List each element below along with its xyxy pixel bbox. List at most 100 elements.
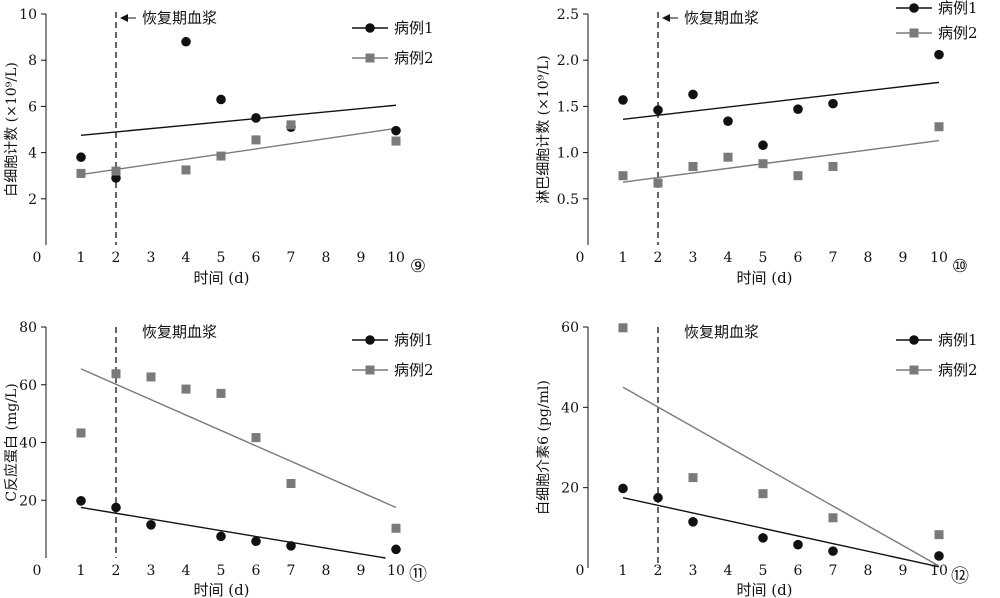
panel-1-x-tick-label-1: 1 [77, 250, 86, 266]
panel-2-series-1-trend-line [622, 81, 940, 121]
panel-2-series-1-point-3 [723, 116, 733, 126]
panel-4-x-tick-label-8: 8 [864, 563, 873, 579]
panel-3-series-2-point-2 [146, 372, 156, 382]
panel-3-series-1-point-1 [111, 502, 121, 513]
panel-2-y-tick-label-1: 1.0 [557, 146, 579, 162]
panel-1-legend-1-label: 病例1 [394, 19, 434, 37]
panel-2-legend-1-marker [909, 3, 919, 13]
panel-2-legend-1-label: 病例1 [938, 0, 978, 17]
panel-1-series-1-trend-line [80, 104, 397, 136]
panel-1-series-1-point-4 [251, 113, 261, 123]
panel-3-legend-1-marker [365, 335, 375, 345]
panel-3-x-tick-label-8: 8 [322, 563, 331, 579]
panel-3-x-axis-title: 时间 (d) [193, 581, 249, 598]
panel-1-legend-2-marker [365, 53, 375, 63]
panel-3-y-tick-label-0: 20 [19, 493, 37, 509]
panel-2-series-2-point-7 [934, 122, 944, 132]
panel-2-series-2-point-4 [758, 159, 768, 169]
panel-2-arrow-head-icon [662, 14, 670, 22]
panel-3-x-tick-label-3: 3 [147, 563, 156, 579]
panel-4-series-2-point-2 [758, 489, 768, 499]
panel-3-series-1-point-4 [251, 536, 261, 547]
panel-2-y-axis-title: 淋巴细胞计数 (×10⁹/L) [536, 55, 552, 204]
panel-3-series-2-point-7 [391, 523, 401, 533]
panel-4-series-2-point-3 [828, 513, 838, 523]
panel-3-legend-2-marker [365, 365, 375, 375]
panel-4-x-tick-label-2: 2 [654, 563, 663, 579]
panel-3-annotation-label: 恢复期血浆 [142, 323, 217, 341]
panel-1-series-1-point-6 [391, 125, 401, 136]
panel-3-series-1-point-6 [391, 544, 401, 555]
panel-4-series-1-point-5 [828, 546, 838, 556]
panel-3-panel-label: ⑪ [409, 564, 427, 585]
panel-3-y-tick-label-1: 40 [19, 436, 37, 452]
panel-2-series-1-point-2 [688, 89, 698, 100]
panel-1-y-tick-label-4: 10 [19, 7, 37, 23]
panel-2-x-tick-label-6: 6 [794, 250, 803, 266]
panel-1-legend-1-marker [365, 23, 375, 33]
panel-1-series-2-point-2 [181, 165, 191, 175]
panel-1-series-2-point-5 [286, 120, 296, 130]
panel-4-y-tick-label-0: 20 [561, 481, 579, 497]
panel-2-series-1-point-4 [758, 140, 768, 151]
panel-4-x-axis-title: 时间 (d) [736, 581, 792, 598]
panel-1-series-1-point-2 [181, 36, 191, 47]
panel-4-legend-2-marker [909, 365, 919, 375]
panel-4-series-1-point-3 [758, 533, 768, 543]
panel-3-x-tick-label-2: 2 [112, 563, 121, 579]
panel-1-x-tick-label-2: 2 [112, 250, 121, 266]
panel-4-series-2-point-1 [688, 473, 698, 483]
panel-2-x-tick-label-5: 5 [759, 250, 768, 266]
panel-1-legend-2-label: 病例2 [394, 49, 434, 67]
panel-3-series-1-point-3 [216, 531, 226, 542]
panel-1-y-tick-label-3: 8 [28, 53, 37, 69]
panel-3-series-2-point-6 [286, 479, 296, 489]
panel-3-x-tick-label-7: 7 [287, 563, 296, 579]
panel-3-series-2-point-5 [251, 433, 261, 443]
panel-1-panel-label: ⑨ [410, 256, 426, 277]
panel-1-x-tick-label-8: 8 [322, 250, 331, 266]
panel-2-series-2-point-5 [793, 171, 803, 181]
panel-1-series-2-point-4 [251, 135, 261, 145]
panel-4-x-tick-label-6: 6 [794, 563, 803, 579]
panel-4-series-1-point-2 [688, 517, 698, 527]
panel-1-x-tick-label-4: 4 [182, 250, 191, 266]
panel-3-series-2-point-1 [111, 369, 121, 379]
panel-2-x-tick-label-4: 4 [724, 250, 733, 266]
panel-1-x-tick-label-0: 0 [33, 250, 42, 266]
panel-4-series-2-point-0 [618, 323, 628, 333]
panel-4-legend-1-marker [909, 335, 919, 345]
panel-3-y-axis-title: C反应蛋白 (mg/L) [3, 383, 20, 501]
panel-1-series-2-point-0 [76, 168, 86, 178]
panel-4-y-tick-label-2: 60 [561, 320, 579, 336]
panel-2-series-2-point-2 [688, 161, 698, 171]
panel-4-x-tick-label-4: 4 [724, 563, 733, 579]
panel-4-series-1-point-4 [793, 539, 803, 550]
panel-2-x-tick-label-7: 7 [829, 250, 838, 266]
panel-4-series-1-point-1 [653, 492, 663, 503]
panel-3-x-tick-label-0: 0 [33, 563, 42, 579]
panel-3-series-1-point-2 [146, 519, 156, 530]
panel-2-series-1-point-0 [618, 95, 628, 105]
panel-2-x-tick-label-8: 8 [864, 250, 873, 266]
panel-1-y-tick-label-1: 4 [28, 146, 37, 162]
panel-2-y-tick-label-3: 2.0 [557, 53, 579, 69]
panel-3-x-tick-label-1: 1 [77, 563, 86, 579]
panel-1-annotation-label: 恢复期血浆 [142, 9, 217, 27]
panel-1-y-tick-label-0: 2 [28, 192, 37, 208]
panel-3-legend-2-label: 病例2 [394, 361, 434, 379]
panel-4-panel-label: ⑫ [951, 566, 969, 587]
panel-1-series-1-point-3 [216, 94, 226, 105]
panel-3-y-tick-label-2: 60 [19, 378, 37, 394]
panel-2-legend-2-marker [909, 28, 919, 38]
panel-2-x-tick-label-3: 3 [689, 250, 698, 266]
panel-4-y-axis-title: 白细胞介素6 (pg/ml) [536, 380, 552, 515]
panel-4-x-tick-label-0: 0 [576, 563, 585, 579]
panel-1-x-tick-label-9: 9 [357, 250, 366, 266]
panel-2-series-2-point-6 [828, 161, 838, 171]
panel-2-panel-label: ⑩ [952, 256, 968, 277]
panel-1-x-tick-label-6: 6 [252, 250, 261, 266]
panel-2-x-tick-label-10: 10 [930, 250, 948, 266]
panel-4-x-tick-label-7: 7 [829, 563, 838, 579]
panel-4-x-tick-label-9: 9 [899, 563, 908, 579]
